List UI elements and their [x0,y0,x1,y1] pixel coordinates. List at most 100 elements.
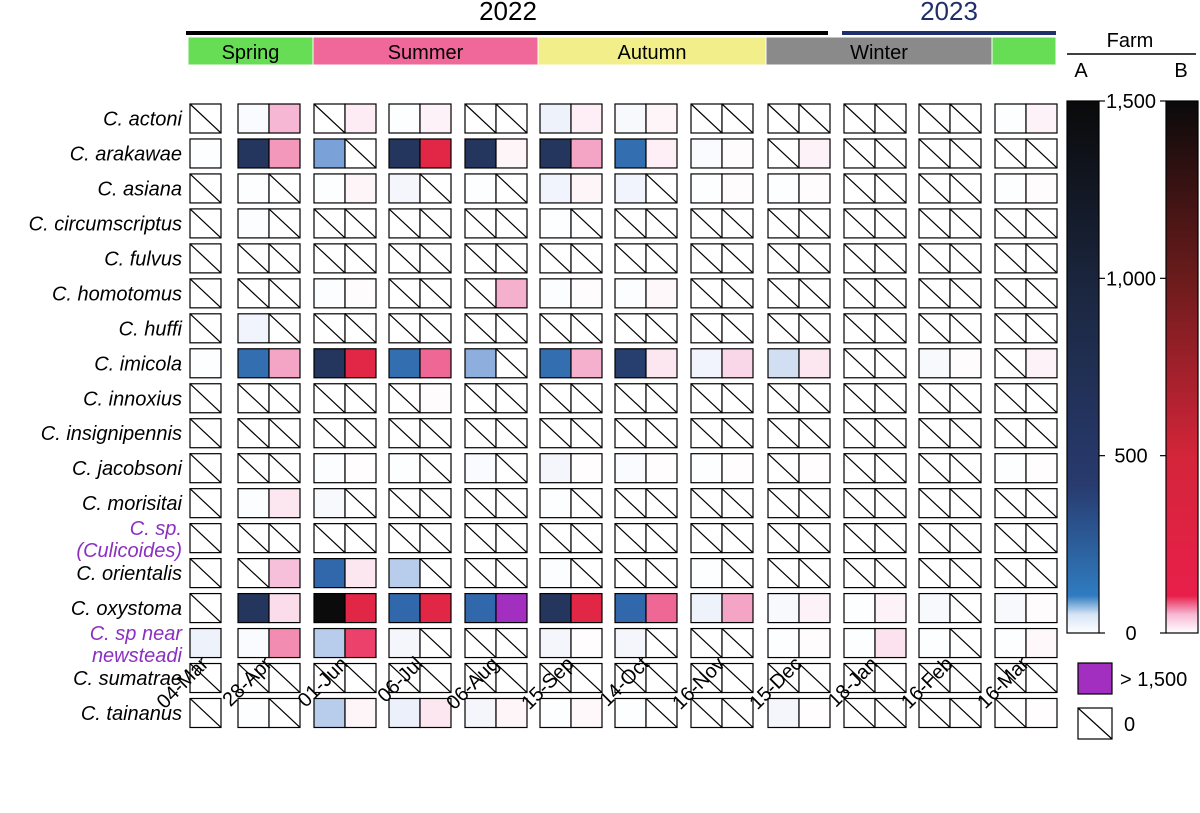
cell-farm-A [539,243,572,274]
cell-farm-B [798,697,831,729]
cell-farm-B [645,697,678,729]
cell-farm-A [690,103,723,134]
cell-farm-A [767,208,800,239]
cell-farm-A [994,592,1027,624]
cell-farm-A [918,278,951,309]
cell-farm-B [874,243,907,274]
cell-farm-A [918,348,951,379]
cell-farm-A [994,173,1027,204]
cell-farm-B [949,662,982,694]
cell-farm-B [570,173,603,204]
cell-farm-A [918,453,951,484]
colorbar-legend: Farm A B 0 500 1,000 1,500 [1066,30,1199,645]
cell-farm-A [767,418,800,449]
species-label: C. orientalis [76,563,182,585]
species-label: C. jacobsoni [72,458,183,480]
cell-farm-B [570,208,603,239]
species-label: C. oxystoma [71,598,182,620]
cell-farm-B [874,348,907,379]
cell-farm-B [874,313,907,344]
cell-farm-B [949,453,982,484]
cell-farm-A [843,453,876,484]
cell-farm-A [767,523,800,554]
cell-farm-A [388,348,421,379]
season-bar-spring [187,36,314,66]
colorbar-tick-label: 1,000 [1106,268,1156,290]
cell-farm-A [843,278,876,309]
cell-farm-A [690,278,723,309]
cell-farm-B [570,313,603,344]
cell-farm-B [645,243,678,274]
cell-farm-A [189,558,222,589]
cell-farm-A [237,488,270,519]
cell-farm-B [798,208,831,239]
species-label-line2: (Culicoides) [76,540,182,562]
species-label: C. insignipennis [41,423,182,445]
cell-farm-A [189,453,222,484]
cell-farm-B [721,313,754,344]
cell-farm-A [189,138,222,169]
cell-farm-A [237,523,270,554]
cell-farm-B [645,627,678,659]
species-label: C. imicola [94,353,182,375]
cell-farm-A [237,348,270,379]
cell-farm-A [918,173,951,204]
cell-farm-A [690,523,723,554]
cell-farm-B [798,558,831,589]
cell-farm-B [798,278,831,309]
cell-farm-B [949,627,982,659]
cell-farm-A [690,453,723,484]
cell-farm-A [464,592,497,624]
cell-farm-B [1025,313,1058,344]
cell-farm-A [539,348,572,379]
species-label: C. actoni [103,109,182,131]
cell-farm-B [874,418,907,449]
cell-farm-A [189,418,222,449]
cell-farm-A [237,173,270,204]
cell-farm-A [614,103,647,134]
species-label: C. tainanus [81,703,182,725]
cell-farm-B [1025,662,1058,694]
cell-farm-A [767,488,800,519]
cell-farm-A [313,278,346,309]
cell-farm-B [344,488,377,519]
cell-farm-A [388,453,421,484]
cell-farm-A [388,208,421,239]
cell-farm-A [614,313,647,344]
cell-farm-B [268,453,301,484]
cell-farm-B [268,138,301,169]
year-bar-2022 [186,31,828,35]
cell-farm-B [570,558,603,589]
cell-farm-B [268,243,301,274]
cell-farm-A [464,697,497,729]
cell-farm-A [614,627,647,659]
cell-farm-B [645,348,678,379]
cell-farm-A [313,103,346,134]
cell-farm-A [994,523,1027,554]
cell-farm-A [767,348,800,379]
cell-farm-B [268,348,301,379]
season-label-spring: Spring [222,42,280,64]
cell-farm-B [1025,348,1058,379]
cell-farm-B [495,627,528,659]
cell-farm-B [949,103,982,134]
cell-farm-B [344,627,377,659]
cell-farm-B [874,208,907,239]
cell-farm-A [614,453,647,484]
cell-farm-A [388,592,421,624]
cell-farm-B [798,453,831,484]
cell-farm-A [539,278,572,309]
cell-farm-A [189,348,222,379]
cell-farm-B [570,138,603,169]
cell-farm-B [495,488,528,519]
cell-farm-A [767,627,800,659]
cell-farm-A [994,243,1027,274]
cell-farm-B [1025,103,1058,134]
cell-farm-B [721,662,754,694]
cell-farm-A [767,138,800,169]
cell-farm-A [464,243,497,274]
cell-farm-A [189,662,222,694]
cell-farm-B [495,523,528,554]
cell-farm-B [344,662,377,694]
cell-farm-B [798,523,831,554]
